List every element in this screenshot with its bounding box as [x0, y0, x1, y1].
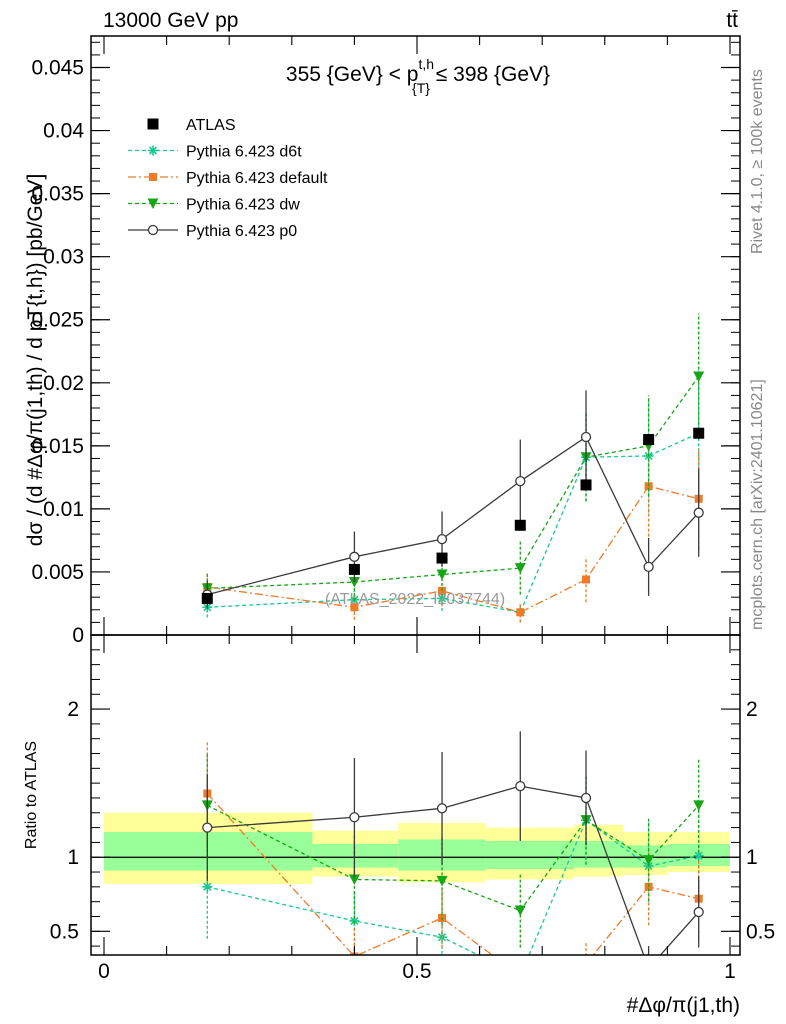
ratio-point-default — [644, 882, 653, 891]
ratio-point-dw — [514, 905, 526, 917]
ratio-point-p0 — [644, 964, 653, 973]
ratio-point-dw — [348, 874, 360, 885]
header-energy-label: 13000 GeV pp — [103, 9, 238, 32]
main-point-atlas — [348, 563, 360, 575]
main-point-dw — [693, 371, 705, 382]
ratio-point-d6t — [202, 881, 213, 892]
x-axis-label: #Δφ/π(j1,th) — [627, 994, 740, 1017]
ratio-point-d6t — [515, 971, 525, 981]
main-point-atlas — [201, 592, 213, 604]
main-title: 355 {GeV} < pt,h {T} ≤ 398 {GeV} — [286, 56, 550, 96]
main-point-default — [516, 608, 525, 617]
ratio-point-p0 — [202, 822, 213, 833]
ratio-point-dw — [643, 855, 655, 866]
main-ytick-label: 0 — [72, 624, 84, 647]
main-point-atlas — [693, 427, 705, 439]
ratio-point-dw — [436, 875, 448, 887]
ratio-band-green — [312, 843, 399, 868]
ratio-point-d6t — [693, 850, 704, 861]
main-panel: 0 0.005 0.01 0.015 0.02 0.025 0.03 0.035 0.04 0.0… — [31, 35, 741, 647]
legend-marker-p0 — [147, 224, 159, 236]
ratio-xtick-label: 1 — [724, 960, 736, 983]
main-point-atlas — [580, 479, 592, 491]
main-point-p0 — [580, 431, 592, 443]
main-ytick-label: 0.025 — [31, 309, 84, 332]
title-sub: {T} — [412, 80, 430, 96]
main-ytick-label: 0.005 — [31, 561, 84, 584]
main-point-default — [350, 603, 359, 612]
main-point-default — [582, 575, 591, 584]
legend-label-p0: Pythia 6.423 p0 — [186, 223, 297, 240]
ratio-ytick-label: 0.5 — [50, 920, 79, 943]
main-point-dw — [436, 569, 448, 580]
ratio-panel: 0.5 0.5 1 1 2 2 0 0.5 1 — [50, 634, 775, 983]
ratio-ylabel: Ratio to ATLAS — [23, 741, 40, 849]
legend-label-atlas: ATLAS — [186, 117, 236, 134]
ratio-ytick-label-right: 2 — [746, 698, 758, 721]
legend-label-d6t: Pythia 6.423 d6t — [186, 144, 302, 161]
title-pre: 355 {GeV} < p — [286, 63, 419, 86]
legend-marker-d6t — [148, 145, 158, 156]
ratio-band-green — [485, 840, 574, 870]
ratio-point-default — [582, 960, 590, 968]
main-point-p0 — [693, 507, 704, 518]
ratio-point-p0 — [436, 803, 448, 814]
ratio-point-default — [516, 972, 524, 980]
ratio-ytick-label: 1 — [67, 846, 79, 869]
title-post: ≤ 398 {GeV} — [430, 63, 550, 86]
ratio-point-p0 — [349, 812, 360, 823]
main-ytick-label: 0.035 — [31, 183, 84, 206]
ratio-axes: 0.5 0.5 1 1 2 2 0 0.5 1 — [50, 635, 775, 983]
ratio-data-marks — [104, 731, 730, 981]
mcplots-label: mcplots.cern.ch [arXiv:2401.10621] — [749, 379, 766, 630]
main-ytick-label: 0.04 — [43, 120, 84, 143]
main-point-p0 — [436, 534, 448, 545]
legend-marker-dw — [147, 198, 159, 209]
rivet-version-label: Rivet 4.1.0, ≥ 100k events — [749, 69, 766, 254]
ratio-band-green — [573, 840, 624, 868]
main-ytick-label: 0.03 — [43, 246, 84, 269]
ratio-point-p0 — [580, 792, 592, 804]
main-line-p0 — [207, 436, 700, 596]
ratio-point-dw — [693, 800, 705, 811]
ratio-point-p0 — [515, 780, 526, 792]
main-point-p0 — [515, 476, 526, 487]
title-sup: t,h — [418, 56, 434, 72]
main-line-dw — [207, 376, 700, 589]
main-ylabel: dσ / (d #Δφ/π(j1,th) / d pT{t,h}) [pb/Ge… — [24, 174, 47, 547]
ratio-point-p0 — [693, 906, 704, 918]
main-point-dw — [348, 577, 360, 588]
main-point-dw — [514, 563, 526, 574]
header-process-label: tt̄ — [726, 9, 738, 32]
ratio-ytick-label-right: 1 — [746, 846, 758, 869]
ratio-ytick-label-right: 0.5 — [746, 920, 775, 943]
analysis-watermark: (ATLAS_2022_I2037744) — [325, 591, 505, 608]
legend-marker-atlas — [147, 118, 159, 130]
ratio-ytick-label: 2 — [67, 698, 79, 721]
main-data-marks — [201, 313, 705, 623]
main-axes: 0 0.005 0.01 0.015 0.02 0.025 0.03 0.035 0.04 0.0… — [31, 36, 740, 647]
main-point-p0 — [349, 551, 360, 562]
ratio-xtick-label: 0.5 — [402, 960, 431, 983]
main-ytick-label: 0.045 — [31, 57, 84, 80]
legend: ATLAS Pythia 6.423 d6t Pythia 6.423 defaul… — [128, 117, 328, 240]
main-point-atlas — [436, 552, 448, 564]
main-ytick-label: 0.01 — [43, 498, 84, 521]
main-point-p0 — [643, 561, 654, 573]
main-point-atlas — [514, 519, 526, 531]
main-point-atlas — [643, 434, 655, 446]
ratio-band-green — [104, 832, 313, 871]
ratio-xtick-label: 0 — [98, 960, 110, 983]
ratio-frame — [90, 634, 741, 956]
legend-label-dw: Pythia 6.423 dw — [186, 197, 300, 214]
main-ytick-label: 0.02 — [43, 372, 84, 395]
legend-label-default: Pythia 6.423 default — [186, 170, 328, 187]
main-ytick-label: 0.015 — [31, 435, 84, 458]
legend-marker-default — [149, 173, 157, 181]
